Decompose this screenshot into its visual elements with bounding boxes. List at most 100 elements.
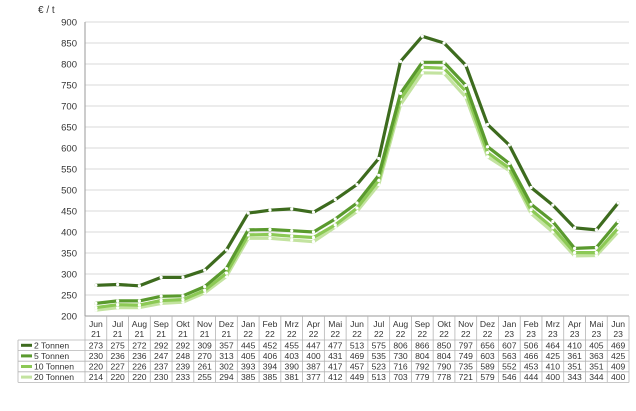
data-point bbox=[551, 203, 555, 207]
x-tick-label-year: 22 bbox=[396, 329, 406, 339]
data-point bbox=[377, 173, 381, 177]
data-point bbox=[181, 275, 185, 279]
data-point bbox=[594, 250, 598, 255]
data-table-cell: 351 bbox=[567, 362, 582, 372]
data-point bbox=[290, 238, 294, 242]
x-tick-label-year: 21 bbox=[156, 329, 166, 339]
data-table-cell: 357 bbox=[219, 340, 234, 350]
x-tick-label-month: Jun bbox=[350, 319, 364, 329]
data-table-cell: 792 bbox=[415, 362, 430, 372]
data-table-cell: 393 bbox=[241, 362, 256, 372]
data-table-cell: 513 bbox=[372, 372, 387, 382]
data-table-cell: 445 bbox=[241, 340, 256, 350]
data-point bbox=[137, 303, 141, 307]
data-point bbox=[94, 306, 98, 310]
data-table-cell: 255 bbox=[198, 372, 213, 382]
y-tick-label: 850 bbox=[61, 39, 77, 50]
data-table-cell: 452 bbox=[263, 340, 278, 350]
x-tick-label-month: Jul bbox=[112, 319, 123, 329]
data-table-cell: 469 bbox=[611, 340, 626, 350]
x-tick-label-year: 23 bbox=[526, 329, 536, 339]
data-point bbox=[485, 151, 490, 155]
data-point bbox=[116, 282, 120, 287]
data-table-cell: 220 bbox=[110, 372, 125, 382]
data-point bbox=[333, 198, 337, 202]
data-table-cell: 589 bbox=[480, 362, 495, 372]
y-tick-label: 600 bbox=[61, 144, 77, 155]
data-table-cell: 455 bbox=[285, 340, 300, 350]
data-table-cell: 453 bbox=[524, 362, 539, 372]
data-point bbox=[464, 83, 468, 88]
data-point bbox=[377, 178, 381, 182]
data-point bbox=[442, 66, 446, 70]
data-point bbox=[507, 161, 511, 166]
data-table-cell: 233 bbox=[176, 372, 191, 382]
data-table-cell: 236 bbox=[132, 351, 147, 361]
data-table-cell: 417 bbox=[328, 362, 343, 372]
y-tick-label: 700 bbox=[61, 102, 77, 113]
x-tick-label-month: Jun bbox=[89, 319, 103, 329]
x-tick-label-year: 22 bbox=[483, 329, 493, 339]
data-point bbox=[224, 271, 229, 275]
y-tick-label: 500 bbox=[61, 186, 77, 197]
data-point bbox=[420, 34, 424, 38]
data-point bbox=[551, 219, 555, 224]
data-table-cell: 410 bbox=[567, 340, 582, 350]
data-point bbox=[203, 288, 207, 292]
data-point bbox=[529, 211, 533, 216]
data-table-cell: 403 bbox=[285, 351, 300, 361]
data-table-cell: 394 bbox=[263, 362, 278, 372]
data-table-cell: 344 bbox=[589, 372, 604, 382]
data-point bbox=[159, 298, 163, 303]
data-table-cell: 703 bbox=[393, 372, 408, 382]
y-tick-label: 800 bbox=[61, 60, 77, 71]
y-tick-label: 900 bbox=[61, 18, 77, 29]
legend-label: 2 Tonnen bbox=[34, 340, 69, 350]
data-table-cell: 797 bbox=[459, 340, 474, 350]
data-table-cell: 361 bbox=[567, 351, 582, 361]
x-tick-label-month: Nov bbox=[458, 319, 474, 329]
data-table-cell: 425 bbox=[546, 351, 561, 361]
data-point bbox=[420, 65, 424, 69]
data-point bbox=[311, 235, 316, 240]
y-tick-label: 550 bbox=[61, 165, 77, 176]
data-point bbox=[290, 234, 294, 238]
data-table-cell: 343 bbox=[567, 372, 582, 382]
data-point bbox=[529, 185, 533, 190]
x-tick-label-month: Aug bbox=[393, 319, 409, 329]
data-point bbox=[268, 232, 272, 237]
data-table-cell: 292 bbox=[176, 340, 191, 350]
x-tick-label-year: 23 bbox=[570, 329, 580, 339]
data-point bbox=[485, 122, 490, 127]
y-tick-label: 350 bbox=[61, 249, 77, 260]
data-point bbox=[159, 275, 163, 279]
data-table-cell: 220 bbox=[89, 362, 104, 372]
data-table-cell: 412 bbox=[328, 372, 343, 382]
y-tick-label: 650 bbox=[61, 123, 77, 134]
y-tick-label: 200 bbox=[61, 312, 77, 323]
x-tick-label-month: Jan bbox=[502, 319, 516, 329]
x-tick-label-year: 21 bbox=[178, 329, 188, 339]
data-table-cell: 806 bbox=[393, 340, 408, 350]
data-table-cell: 406 bbox=[263, 351, 278, 361]
data-point bbox=[311, 230, 316, 234]
data-table-cell: 603 bbox=[480, 351, 495, 361]
x-tick-label-month: Okt bbox=[437, 319, 451, 329]
y-axis-label: € / t bbox=[38, 5, 55, 16]
data-point bbox=[159, 301, 163, 305]
data-table-cell: 273 bbox=[89, 340, 104, 350]
data-point bbox=[420, 60, 424, 64]
y-tick-label: 400 bbox=[61, 228, 77, 239]
data-table-cell: 607 bbox=[502, 340, 517, 350]
data-point bbox=[377, 156, 381, 161]
x-tick-label-year: 22 bbox=[374, 329, 384, 339]
x-tick-label-month: Dez bbox=[219, 319, 234, 329]
data-point bbox=[485, 155, 490, 159]
data-table-cell: 309 bbox=[198, 340, 213, 350]
legend-label: 10 Tonnen bbox=[34, 362, 74, 372]
x-tick-label-year: 21 bbox=[200, 329, 210, 339]
y-tick-labels: 200 250 300 350 400 450 500 550 600 650 700 750 800 8… bbox=[61, 18, 77, 323]
data-point bbox=[116, 299, 120, 303]
data-point bbox=[181, 300, 185, 304]
data-point bbox=[594, 245, 598, 250]
